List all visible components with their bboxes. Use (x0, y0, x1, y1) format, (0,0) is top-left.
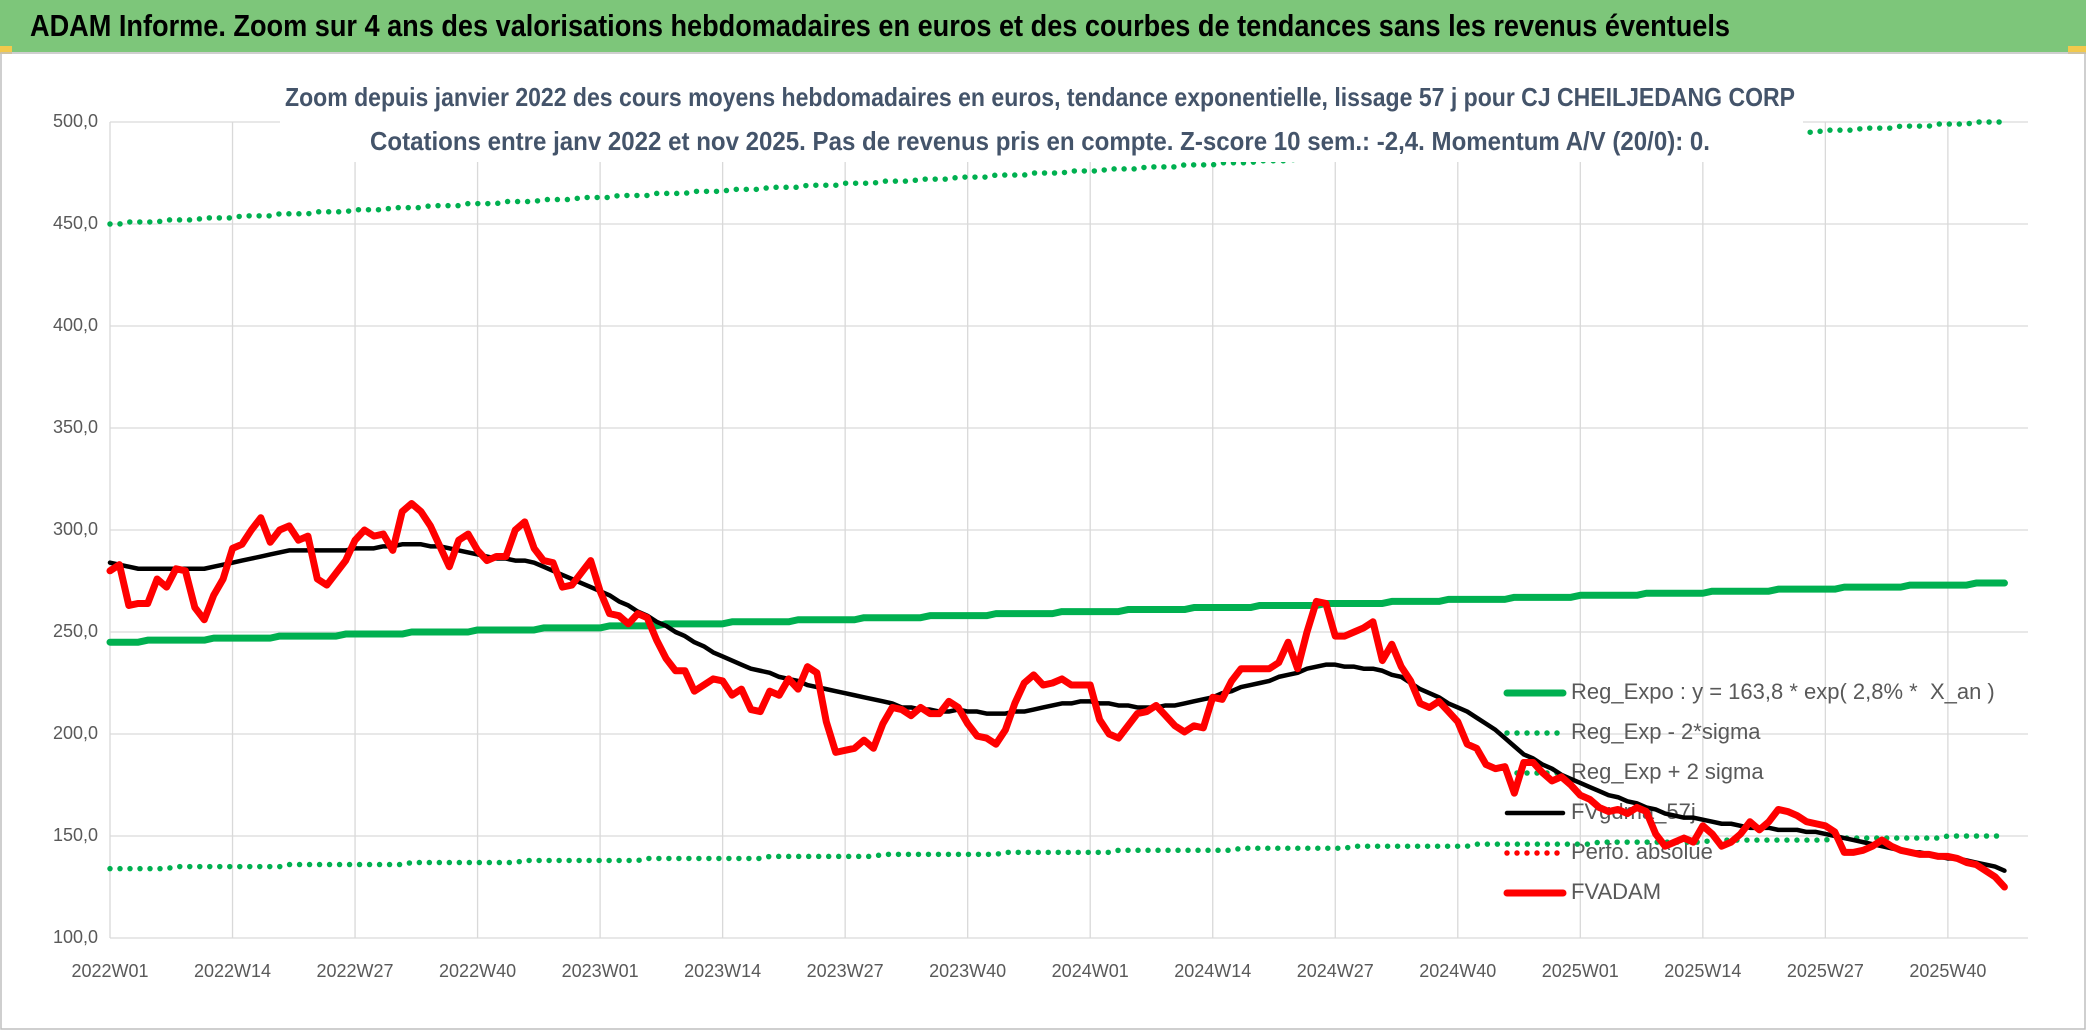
y-tick-label: 150,0 (53, 825, 98, 845)
legend-label: Reg_Exp + 2 sigma (1571, 759, 1764, 784)
x-tick-label: 2022W27 (317, 961, 394, 981)
x-tick-label: 2024W40 (1419, 961, 1496, 981)
x-tick-label: 2025W40 (1909, 961, 1986, 981)
x-tick-label: 2022W01 (71, 961, 148, 981)
series-line (106, 499, 2008, 891)
x-tick-label: 2024W14 (1174, 961, 1251, 981)
x-tick-label: 2023W27 (807, 961, 884, 981)
y-tick-label: 250,0 (53, 621, 98, 641)
title-box (280, 80, 1803, 162)
x-tick-label: 2023W14 (684, 961, 761, 981)
x-tick-label: 2025W01 (1542, 961, 1619, 981)
y-tick-label: 300,0 (53, 519, 98, 539)
y-tick-label: 350,0 (53, 417, 98, 437)
x-tick-label: 2023W40 (929, 961, 1006, 981)
legend-label: Reg_Exp - 2*sigma (1571, 719, 1761, 744)
y-tick-label: 450,0 (53, 213, 98, 233)
x-tick-label: 2025W14 (1664, 961, 1741, 981)
banner-edge (2068, 46, 2086, 54)
x-tick-label: 2025W27 (1787, 961, 1864, 981)
y-tick-label: 500,0 (53, 111, 98, 131)
banner (0, 0, 2086, 52)
chart-frame (0, 52, 2086, 1030)
x-tick-label: 2022W14 (194, 961, 271, 981)
banner-edge (0, 46, 12, 54)
x-tick-label: 2023W01 (562, 961, 639, 981)
chart-title: Zoom depuis janvier 2022 des cours moyen… (285, 82, 1795, 112)
page-title: ADAM Informe. Zoom sur 4 ans des valoris… (30, 8, 1730, 43)
x-tick-label: 2024W27 (1297, 961, 1374, 981)
y-tick-label: 200,0 (53, 723, 98, 743)
legend-label: FVADAM (1571, 879, 1661, 904)
series-line (106, 579, 2008, 646)
x-tick-label: 2022W40 (439, 961, 516, 981)
chart-subtitle: Cotations entre janv 2022 et nov 2025. P… (370, 126, 1710, 156)
x-tick-label: 2024W01 (1052, 961, 1129, 981)
series-line (107, 542, 2007, 873)
y-tick-label: 100,0 (53, 927, 98, 947)
y-tick-label: 400,0 (53, 315, 98, 335)
legend-label: Reg_Expo : y = 163,8 * exp( 2,8% * X_an … (1571, 679, 1995, 704)
